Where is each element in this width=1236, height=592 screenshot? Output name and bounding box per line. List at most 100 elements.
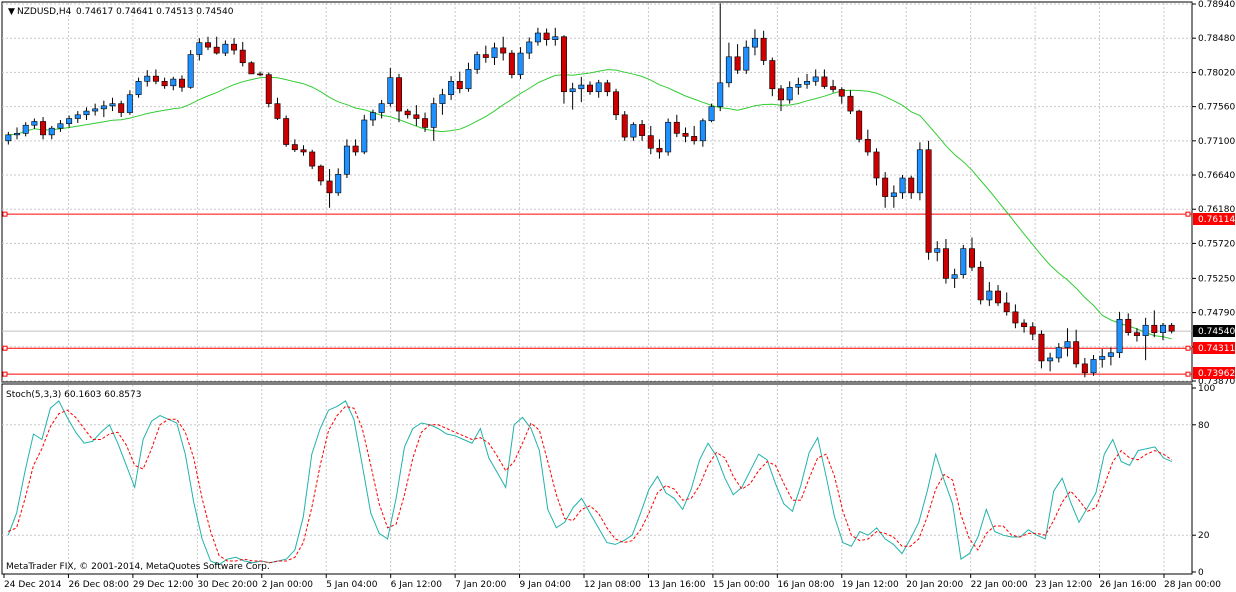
stochastic-pane[interactable] — [1, 383, 1193, 575]
candle-body — [760, 37, 767, 61]
candle-body — [239, 49, 246, 64]
candle — [1003, 292, 1010, 316]
candle — [647, 125, 654, 155]
candle-body — [804, 81, 811, 85]
candle-body — [534, 32, 541, 43]
candle — [1090, 354, 1097, 376]
candle — [925, 140, 932, 260]
candle — [1081, 357, 1088, 378]
candle — [934, 241, 941, 262]
stochastic-tick-label: 80 — [1198, 421, 1210, 431]
candle — [751, 29, 758, 56]
candle-body — [613, 91, 620, 116]
stochastic-signal-line — [7, 405, 1173, 564]
stochastic-label: Stoch(5,3,3) 60.1603 60.8573 — [6, 390, 141, 400]
candle — [804, 73, 811, 89]
time-tick-label: 15 Jan 00:00 — [713, 580, 770, 590]
candle — [274, 97, 281, 120]
candle-body — [977, 266, 984, 301]
candle — [960, 244, 967, 279]
stochastic-tick-label: 0 — [1198, 568, 1204, 578]
price-grid — [2, 3, 1192, 382]
price-tick-label: 0.77560 — [1198, 103, 1235, 113]
hline-badge-2: 0.74311 — [1193, 342, 1235, 354]
candle-body — [48, 127, 55, 136]
candle-body — [196, 42, 203, 55]
candle — [196, 38, 203, 61]
price-tick-label: 0.78480 — [1198, 34, 1235, 44]
candle-body — [5, 134, 12, 142]
candle — [534, 27, 541, 46]
candle-body — [430, 103, 437, 128]
candle — [560, 35, 567, 104]
candle — [639, 120, 646, 141]
price-tick-label: 0.74790 — [1198, 309, 1235, 319]
candle — [977, 261, 984, 305]
candle — [92, 103, 99, 116]
stochastic-tick-label: 100 — [1198, 384, 1215, 394]
candle — [1073, 329, 1080, 368]
stochastic-tick-label: 20 — [1198, 531, 1210, 541]
candle — [916, 142, 923, 201]
candle — [205, 36, 212, 51]
candle-body — [595, 82, 602, 93]
candle-body — [699, 120, 706, 142]
candle — [222, 40, 229, 57]
candle — [830, 79, 837, 93]
hline-badge-1: 0.76114 — [1193, 213, 1235, 225]
candle — [14, 127, 21, 140]
candle-body — [916, 149, 923, 194]
candle-body — [170, 78, 177, 87]
hline-badge-3: 0.73962 — [1193, 367, 1235, 379]
candle — [135, 77, 142, 98]
candle-body — [274, 103, 281, 119]
candle-body — [1064, 341, 1071, 348]
line-anchor — [2, 371, 8, 377]
time-tick-label: 6 Jan 12:00 — [391, 580, 443, 590]
candle-body — [248, 62, 255, 75]
line-anchor — [2, 211, 8, 217]
candle — [248, 61, 255, 75]
candle-body — [361, 119, 368, 153]
candle — [908, 175, 915, 199]
candle-body — [873, 151, 880, 179]
time-tick-label: 16 Jan 08:00 — [777, 580, 834, 590]
candle-body — [621, 114, 628, 138]
candle-body — [647, 135, 654, 149]
candle-body — [578, 84, 585, 90]
candle — [1055, 343, 1062, 363]
candle-body — [387, 77, 394, 104]
candle-body — [569, 88, 576, 93]
candle-body — [1159, 324, 1166, 333]
line-anchor — [2, 345, 8, 351]
price-tick-label: 0.75250 — [1198, 274, 1235, 284]
candle-body — [413, 114, 420, 119]
candle — [265, 72, 272, 108]
candle — [152, 69, 159, 85]
time-tick-label: 9 Jan 04:00 — [520, 580, 572, 590]
candle-body — [1073, 341, 1080, 365]
candle — [1125, 313, 1132, 336]
candle — [630, 122, 637, 141]
candle-body — [743, 46, 750, 71]
candle-body — [968, 248, 975, 268]
candle — [1151, 310, 1158, 338]
candle-body — [465, 69, 472, 90]
candle-body — [178, 78, 185, 88]
candle-body — [769, 60, 776, 90]
candle-body — [500, 47, 507, 54]
price-pane[interactable] — [1, 1, 1193, 383]
candle — [673, 114, 680, 138]
candle-body — [474, 54, 481, 70]
candle — [126, 90, 133, 115]
candle-body — [109, 103, 116, 107]
candle — [717, 3, 724, 112]
candle — [369, 109, 376, 126]
candle — [500, 36, 507, 61]
price-tick-label: 0.78940 — [1198, 0, 1235, 10]
candle-body — [118, 103, 125, 113]
price-tick-label: 0.76180 — [1198, 205, 1235, 215]
candle-body — [734, 56, 741, 71]
candle — [482, 45, 489, 63]
